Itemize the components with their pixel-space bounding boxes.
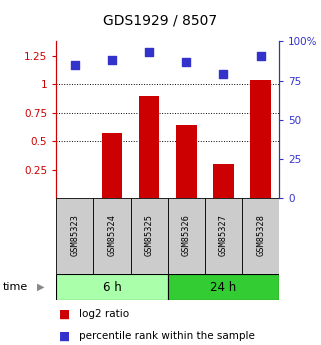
Bar <box>168 198 205 274</box>
Text: 6 h: 6 h <box>103 281 121 294</box>
Text: 24 h: 24 h <box>210 281 237 294</box>
Text: ■: ■ <box>59 307 71 321</box>
Text: percentile rank within the sample: percentile rank within the sample <box>79 332 255 341</box>
Bar <box>56 198 93 274</box>
Text: GSM85327: GSM85327 <box>219 214 228 256</box>
Bar <box>205 198 242 274</box>
Bar <box>102 133 122 198</box>
Bar <box>139 96 159 198</box>
Bar <box>176 125 196 198</box>
Text: GSM85325: GSM85325 <box>145 214 154 256</box>
Point <box>109 58 115 63</box>
Text: GSM85323: GSM85323 <box>70 214 79 256</box>
Point <box>147 50 152 55</box>
Bar <box>168 274 279 300</box>
Text: log2 ratio: log2 ratio <box>79 309 129 319</box>
Bar <box>56 274 168 300</box>
Text: time: time <box>3 282 29 292</box>
Bar <box>242 198 279 274</box>
Text: GSM85324: GSM85324 <box>108 214 117 256</box>
Point <box>184 59 189 65</box>
Bar <box>131 198 168 274</box>
Text: GSM85326: GSM85326 <box>182 214 191 256</box>
Point <box>72 62 77 68</box>
Text: GSM85328: GSM85328 <box>256 214 265 256</box>
Point <box>221 72 226 77</box>
Point <box>258 53 263 58</box>
Bar <box>93 198 131 274</box>
Bar <box>213 164 234 198</box>
Text: GDS1929 / 8507: GDS1929 / 8507 <box>103 13 218 28</box>
Text: ▶: ▶ <box>37 282 44 292</box>
Bar <box>250 80 271 198</box>
Text: ■: ■ <box>59 330 71 343</box>
